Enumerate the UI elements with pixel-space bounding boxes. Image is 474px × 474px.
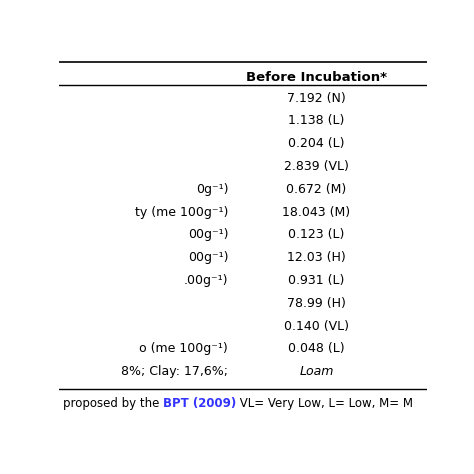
Text: Loam: Loam	[299, 365, 334, 378]
Text: 8%; Clay: 17,6%;: 8%; Clay: 17,6%;	[121, 365, 228, 378]
Text: proposed by the: proposed by the	[63, 397, 163, 410]
Text: 0.123 (L): 0.123 (L)	[288, 228, 345, 241]
Text: .00g⁻¹): .00g⁻¹)	[184, 274, 228, 287]
Text: BPT (2009): BPT (2009)	[163, 397, 237, 410]
Text: 00g⁻¹): 00g⁻¹)	[188, 228, 228, 241]
Text: 12.03 (H): 12.03 (H)	[287, 251, 346, 264]
Text: 2.839 (VL): 2.839 (VL)	[284, 160, 349, 173]
Text: VL= Very Low, L= Low, M= M: VL= Very Low, L= Low, M= M	[237, 397, 413, 410]
Text: 0.672 (M): 0.672 (M)	[286, 183, 346, 196]
Text: 0.048 (L): 0.048 (L)	[288, 343, 345, 356]
Text: 0.140 (VL): 0.140 (VL)	[284, 319, 349, 333]
Text: 0.204 (L): 0.204 (L)	[288, 137, 345, 150]
Text: 18.043 (M): 18.043 (M)	[283, 206, 350, 219]
Text: 0g⁻¹): 0g⁻¹)	[196, 183, 228, 196]
Text: Before Incubation*: Before Incubation*	[246, 72, 387, 84]
Text: 0.931 (L): 0.931 (L)	[288, 274, 345, 287]
Text: 1.138 (L): 1.138 (L)	[288, 114, 345, 128]
Text: 00g⁻¹): 00g⁻¹)	[188, 251, 228, 264]
Text: o (me 100g⁻¹): o (me 100g⁻¹)	[139, 343, 228, 356]
Text: 7.192 (N): 7.192 (N)	[287, 91, 346, 105]
Text: ty (me 100g⁻¹): ty (me 100g⁻¹)	[135, 206, 228, 219]
Text: 78.99 (H): 78.99 (H)	[287, 297, 346, 310]
